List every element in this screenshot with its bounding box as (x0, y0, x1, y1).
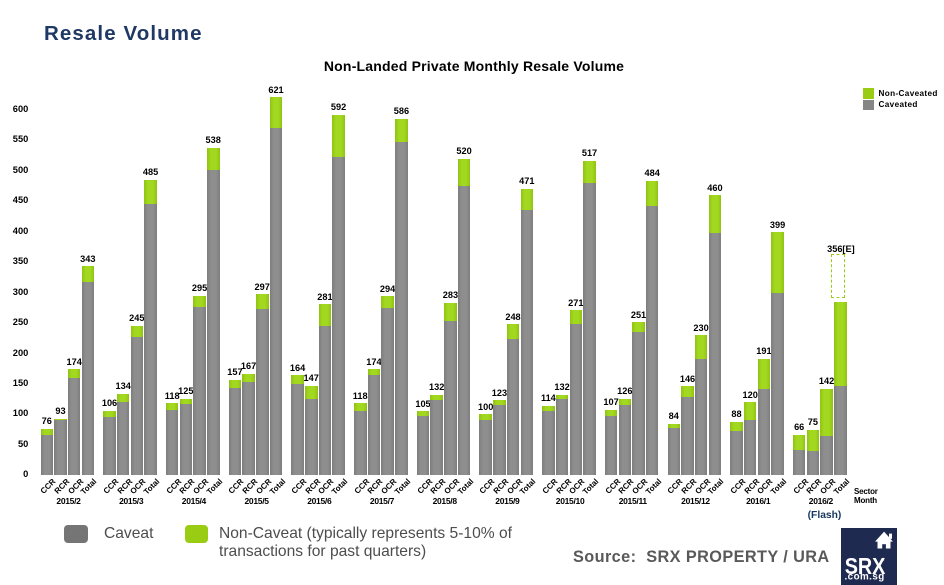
svg-text:SRX: SRX (845, 553, 886, 579)
svg-text:.com.sg: .com.sg (845, 571, 885, 582)
